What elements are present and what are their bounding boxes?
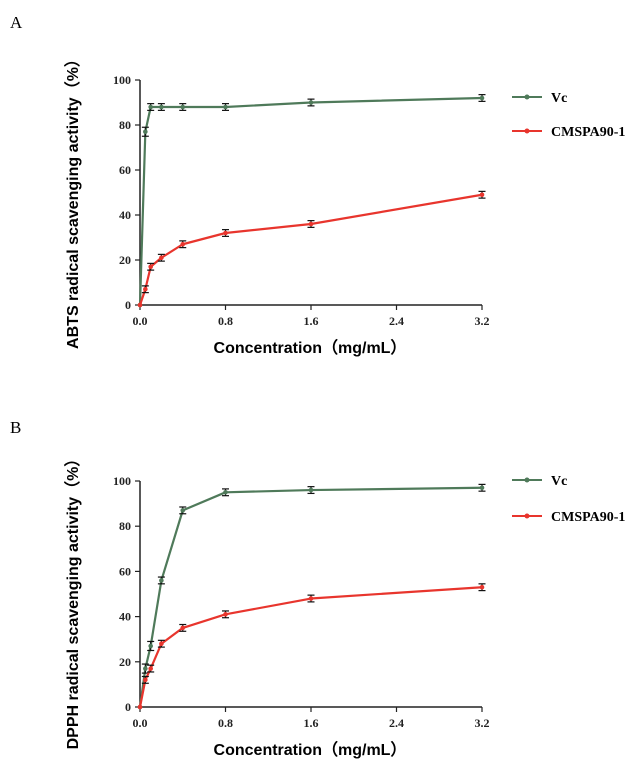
legend-item-cmspa90-1: CMSPA90-1 [512,125,625,140]
data-point [180,508,186,513]
panel-letter: A [10,13,23,32]
legend-item-vc: Vc [512,91,567,106]
data-point [479,192,485,198]
panel-letter: B [10,418,21,437]
data-point [148,643,153,649]
series-line-cmspa90-1 [138,193,483,306]
data-point [308,596,314,601]
x-tick-label: 0.0 [133,716,148,730]
data-point [479,95,485,101]
series-line-vc [138,96,483,306]
legend: Vc CMSPA90-1 [512,474,625,525]
x-axis-title: Concentration（mg/mL） [214,741,407,759]
data-point [479,584,485,590]
legend-label-vc: Vc [551,91,567,106]
y-tick-label: 40 [119,610,131,624]
y-tick-label: 20 [119,253,131,267]
y-tick-label: 60 [119,564,131,578]
data-point [159,578,164,583]
x-axis-title: Concentration（mg/mL） [214,339,407,357]
legend-label-cmspa90-1: CMSPA90-1 [551,510,625,525]
data-point [180,104,186,110]
data-point [148,264,153,270]
data-point [159,255,164,261]
data-point [143,286,148,292]
legend-marker-vc [524,94,530,100]
series-vc [137,94,486,308]
legend-marker-cmspa90-1 [524,128,530,134]
legend-item-cmspa90-1: CMSPA90-1 [512,510,625,525]
chart-panel-a: A ABTS radical scavenging activity（%） Co… [10,13,625,357]
data-point [148,666,153,671]
y-tick-label: 100 [113,474,131,488]
y-tick-label: 80 [119,519,131,533]
y-tick-label: 0 [125,298,131,312]
y-tick-label: 80 [119,118,131,132]
y-tick-label: 0 [125,700,131,714]
data-point [137,704,143,710]
x-tick-label: 2.4 [389,314,404,328]
y-tick-label: 100 [113,73,131,87]
data-point [143,677,148,683]
series-line-vc [138,486,483,708]
series-vc [137,483,486,710]
data-point [223,230,228,236]
data-point [137,302,143,308]
y-tick-label: 40 [119,208,131,222]
series-cmspa90-1 [137,583,486,710]
data-point [159,104,164,110]
x-tick-label: 0.0 [133,314,148,328]
data-point [223,612,228,617]
data-point [180,241,186,247]
y-tick-label: 20 [119,655,131,669]
chart-panel-b: B DPPH radical scavenging activity（%） Co… [10,418,625,759]
data-point [223,490,228,495]
y-axis-title: ABTS radical scavenging activity（%） [64,51,82,349]
data-point [143,666,148,671]
legend-item-vc: Vc [512,474,567,489]
x-tick-label: 0.8 [218,716,233,730]
data-point [479,485,485,491]
plot-area: 0 20 40 60 80 100 0.0 0.8 1.6 2.4 3.2 [113,474,490,730]
data-point [308,100,314,105]
x-tick-label: 1.6 [304,314,319,328]
x-tick-label: 1.6 [304,716,319,730]
series-line-cmspa90-1 [138,586,483,708]
x-tick-label: 3.2 [475,314,490,328]
legend-label-vc: Vc [551,474,567,489]
x-tick-label: 0.8 [218,314,233,328]
data-point [180,625,186,631]
data-point [159,641,164,647]
legend: Vc CMSPA90-1 [512,91,625,140]
legend-marker-cmspa90-1 [524,513,530,519]
data-point [143,129,148,135]
y-axis-title: DPPH radical scavenging activity（%） [64,451,82,750]
x-tick-label: 3.2 [475,716,490,730]
plot-area: 0 20 40 60 80 100 0.0 0.8 1.6 2.4 3.2 [113,73,490,328]
data-point [308,487,314,493]
legend-marker-vc [524,477,530,483]
data-point [308,221,314,227]
data-point [148,104,153,110]
y-tick-label: 60 [119,163,131,177]
data-point [223,104,228,110]
x-tick-label: 2.4 [389,716,404,730]
legend-label-cmspa90-1: CMSPA90-1 [551,125,625,140]
series-cmspa90-1 [137,190,486,308]
